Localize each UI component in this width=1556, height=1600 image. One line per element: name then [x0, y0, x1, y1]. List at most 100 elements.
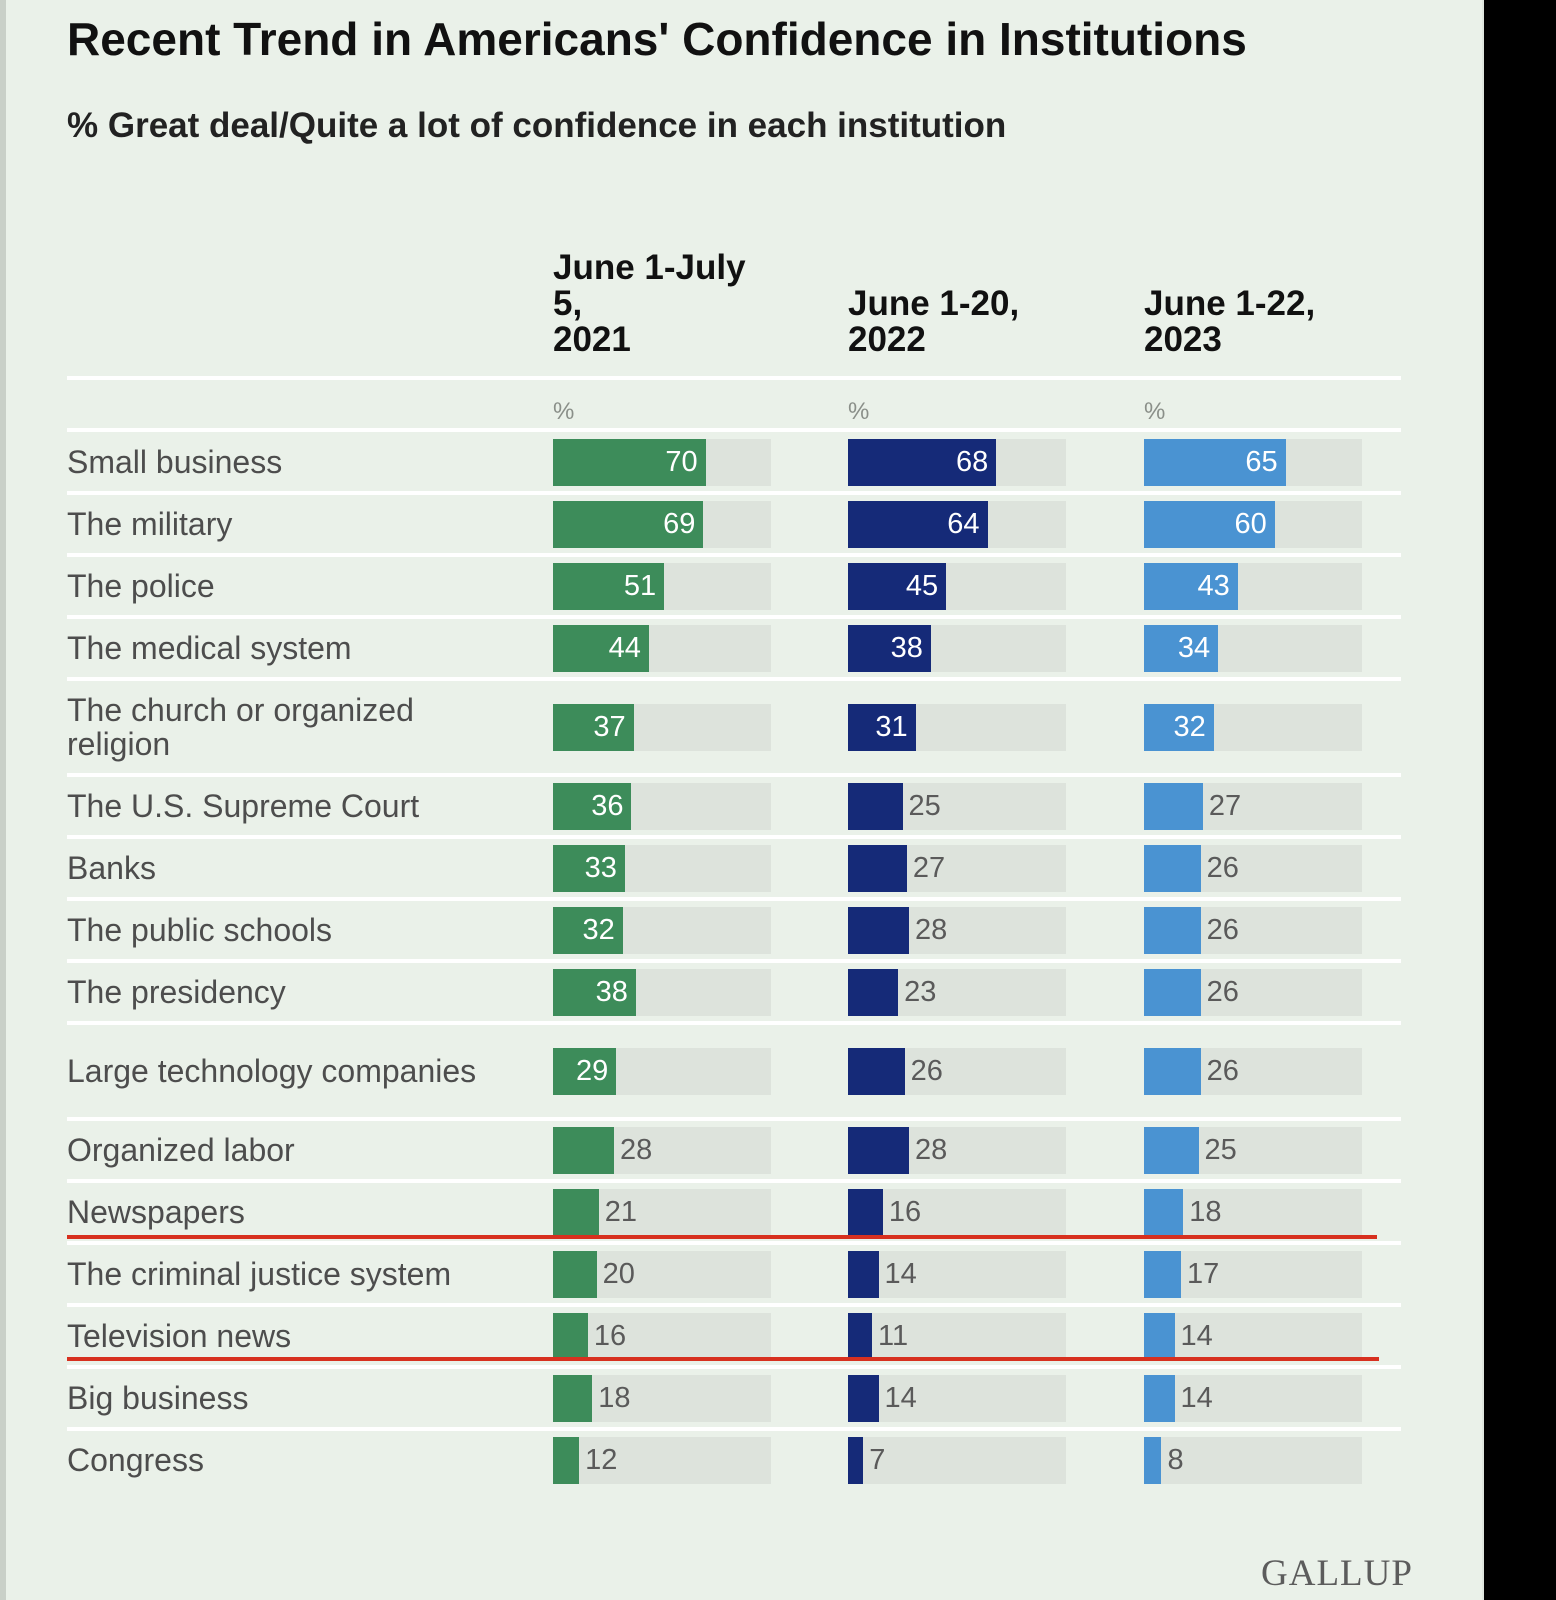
data-label: 17 [1187, 1257, 1220, 1290]
data-label: 14 [1180, 1319, 1213, 1352]
data-label: 23 [904, 975, 937, 1008]
bar [1144, 906, 1201, 954]
data-label: 16 [888, 1195, 922, 1228]
bar-track: 32 [1144, 703, 1362, 751]
data-label: 70 [665, 445, 698, 478]
row-label: Congress [67, 1442, 204, 1478]
bar-track: 25 [848, 782, 1066, 830]
gallup-logo: GALLUP [1261, 1553, 1413, 1594]
bar-track: 64 [848, 500, 1066, 548]
data-label: 25 [908, 789, 941, 822]
bar [553, 968, 636, 1016]
row-divider [67, 959, 1401, 963]
bar-track: 70 [553, 438, 771, 486]
bar [553, 1436, 580, 1484]
data-label: 7 [869, 1443, 886, 1476]
bar [848, 906, 910, 954]
data-label: 26 [1206, 913, 1239, 946]
bar [1144, 438, 1286, 486]
bar [848, 782, 903, 830]
bar-track: 51 [553, 562, 771, 610]
bar [553, 624, 649, 672]
bar-track: 27 [1144, 782, 1362, 830]
highlight-line-bottom [67, 1357, 1379, 1361]
bar-track: 12 [553, 1436, 771, 1484]
bar [553, 1250, 597, 1298]
bar [1144, 1436, 1162, 1484]
bar [1144, 703, 1214, 751]
bar-track: 36 [553, 782, 771, 830]
bar [553, 782, 632, 830]
bar [848, 1188, 883, 1236]
row-divider [67, 1303, 1401, 1307]
bar [1144, 1312, 1175, 1360]
bar-track: 14 [848, 1374, 1066, 1422]
bar [848, 624, 931, 672]
data-label: 44 [608, 631, 641, 664]
row-label: Large technology companies [67, 1053, 477, 1089]
bar [1144, 1047, 1201, 1095]
row-divider [67, 1365, 1401, 1369]
row-label: Big business [67, 1380, 249, 1416]
data-label: 28 [620, 1133, 653, 1166]
unit-label-2022: % [848, 398, 870, 425]
bar [1144, 844, 1201, 892]
bar-track: 69 [553, 500, 771, 548]
data-label: 27 [1208, 789, 1242, 822]
row-divider [67, 1021, 1401, 1025]
bar-track: 26 [1144, 844, 1362, 892]
bar [848, 562, 947, 610]
bar-track: 26 [848, 1047, 1066, 1095]
data-label: 34 [1177, 631, 1211, 664]
row-divider [67, 897, 1401, 901]
bar [553, 1047, 617, 1095]
bar-track: 18 [553, 1374, 771, 1422]
bar [848, 1312, 872, 1360]
bar-track: 32 [553, 906, 771, 954]
bar [553, 500, 704, 548]
data-label: 26 [1206, 851, 1239, 884]
bar [553, 1126, 615, 1174]
bar-track: 26 [1144, 968, 1362, 1016]
left-edge [0, 0, 6, 1600]
row-divider [67, 835, 1401, 839]
bar [1144, 500, 1275, 548]
row-divider [67, 491, 1401, 495]
bar-track: 25 [1144, 1126, 1362, 1174]
bar-track: 14 [1144, 1374, 1362, 1422]
row-divider [67, 1117, 1401, 1121]
data-label: 16 [593, 1319, 627, 1352]
bar-track: 28 [553, 1126, 771, 1174]
bar-track: 60 [1144, 500, 1362, 548]
header-divider [67, 376, 1401, 380]
data-label: 28 [915, 1133, 948, 1166]
bar-track: 26 [1144, 1047, 1362, 1095]
data-label: 43 [1197, 569, 1230, 602]
data-label: 38 [890, 631, 923, 664]
bar [848, 1047, 905, 1095]
row-divider [67, 1241, 1401, 1245]
bar [1144, 1126, 1199, 1174]
bar-track: 34 [1144, 624, 1362, 672]
bar-track: 28 [848, 906, 1066, 954]
column-header-2022: June 1-20, 2022 [848, 284, 1020, 359]
row-divider [67, 615, 1401, 619]
bar [553, 438, 706, 486]
bar [848, 1250, 879, 1298]
column-header-2023: June 1-22, 2023 [1144, 284, 1316, 359]
data-label: 11 [877, 1319, 909, 1352]
data-label: 14 [884, 1381, 917, 1414]
bar [848, 844, 907, 892]
data-label: 29 [575, 1054, 609, 1087]
bar [553, 906, 623, 954]
row-divider [67, 1179, 1401, 1183]
bar [848, 1436, 864, 1484]
bar [1144, 1250, 1182, 1298]
bar-track: 65 [1144, 438, 1362, 486]
row-label: The U.S. Supreme Court [67, 788, 420, 824]
bar-track: 26 [1144, 906, 1362, 954]
data-label: 26 [1206, 975, 1239, 1008]
data-label: 36 [591, 789, 624, 822]
bar-track: 16 [553, 1312, 771, 1360]
data-label: 31 [875, 710, 908, 743]
